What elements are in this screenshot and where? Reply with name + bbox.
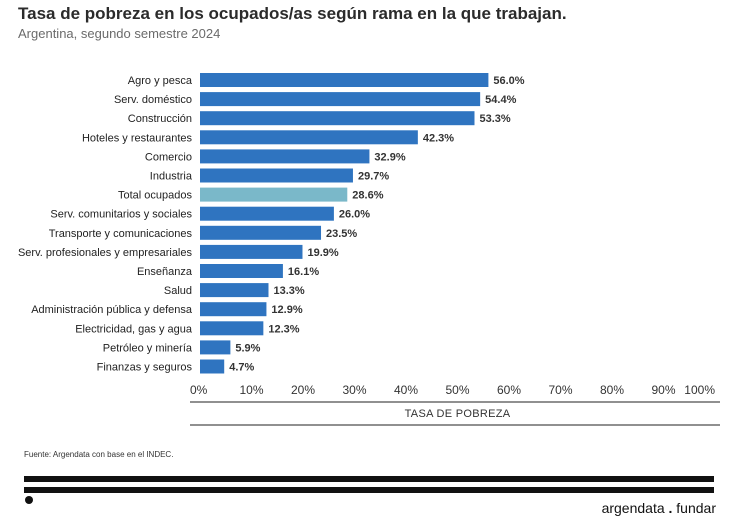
bar-10	[200, 244, 303, 259]
x-tick-label: 20%	[291, 383, 315, 397]
bar-5	[200, 149, 370, 164]
x-tick-label: 100%	[684, 383, 715, 397]
bar-2	[200, 92, 481, 107]
value-label: 28.6%	[352, 190, 383, 202]
category-label: Electricidad, gas y agua	[75, 323, 193, 335]
value-label: 16.1%	[288, 266, 319, 278]
x-tick-label: 40%	[394, 383, 418, 397]
bar-15	[200, 340, 231, 355]
brand-right: fundar	[676, 500, 716, 516]
bar-6	[200, 168, 353, 183]
value-label: 12.9%	[271, 304, 302, 316]
brand-separator: .	[668, 500, 673, 516]
bar-1	[200, 73, 489, 87]
bar-11	[200, 264, 283, 278]
category-label: Construcción	[128, 113, 192, 125]
value-label: 29.7%	[358, 171, 389, 183]
x-tick-label: 80%	[600, 383, 624, 397]
x-tick-label: 30%	[342, 383, 366, 397]
value-label: 19.9%	[307, 247, 338, 259]
category-label: Petróleo y minería	[103, 342, 193, 354]
value-label: 13.3%	[273, 285, 304, 297]
chart-title: Tasa de pobreza en los ocupados/as según…	[18, 4, 567, 23]
x-tick-label: 10%	[239, 383, 263, 397]
bar-9	[200, 225, 322, 240]
bar-3	[200, 111, 475, 126]
value-label: 54.4%	[485, 94, 516, 106]
brand-stripe-bottom	[24, 487, 714, 493]
value-label: 53.3%	[479, 113, 510, 125]
value-label: 32.9%	[374, 151, 405, 163]
value-label: 4.7%	[229, 362, 254, 374]
category-label: Hoteles y restaurantes	[82, 132, 193, 144]
category-label: Enseñanza	[137, 266, 193, 278]
source-note: Fuente: Argendata con base en el INDEC.	[24, 450, 174, 459]
brand-left: argendata	[601, 500, 665, 516]
value-label: 26.0%	[339, 209, 370, 221]
bar-13	[200, 302, 267, 317]
bar-16	[200, 359, 225, 374]
x-tick-label: 50%	[445, 383, 469, 397]
category-label: Finanzas y seguros	[97, 362, 193, 374]
category-label: Total ocupados	[118, 190, 192, 202]
value-label: 5.9%	[235, 342, 260, 354]
brand-stripe-top	[24, 476, 714, 482]
brand-dot-icon	[25, 496, 33, 504]
bar-8	[200, 206, 334, 221]
bar-4	[200, 130, 418, 145]
category-label: Comercio	[145, 151, 192, 163]
value-label: 42.3%	[423, 132, 454, 144]
x-axis-title: TASA DE POBREZA	[405, 408, 511, 420]
value-label: 12.3%	[268, 323, 299, 335]
category-label: Serv. profesionales y empresariales	[18, 247, 193, 259]
value-label: 23.5%	[326, 228, 357, 240]
value-label: 56.0%	[493, 75, 524, 87]
bar-14	[200, 321, 264, 336]
x-tick-label: 0%	[190, 383, 208, 397]
category-label: Serv. comunitarios y sociales	[50, 209, 192, 221]
x-tick-label: 60%	[497, 383, 521, 397]
chart-subtitle: Argentina, segundo semestre 2024	[18, 26, 221, 41]
bar-chart: Agro y pesca 56.0% Serv. doméstico 54.4% Con…	[18, 73, 720, 426]
x-tick-label: 70%	[548, 383, 572, 397]
category-label: Serv. doméstico	[114, 94, 192, 106]
category-label: Agro y pesca	[128, 75, 193, 87]
bar-7	[200, 187, 348, 202]
category-label: Industria	[150, 171, 193, 183]
category-label: Salud	[164, 285, 192, 297]
brand-logo: argendata . fundar	[602, 500, 716, 516]
category-label: Administración pública y defensa	[31, 304, 193, 316]
x-tick-label: 90%	[651, 383, 675, 397]
bar-12	[200, 283, 269, 298]
category-label: Transporte y comunicaciones	[49, 228, 193, 240]
